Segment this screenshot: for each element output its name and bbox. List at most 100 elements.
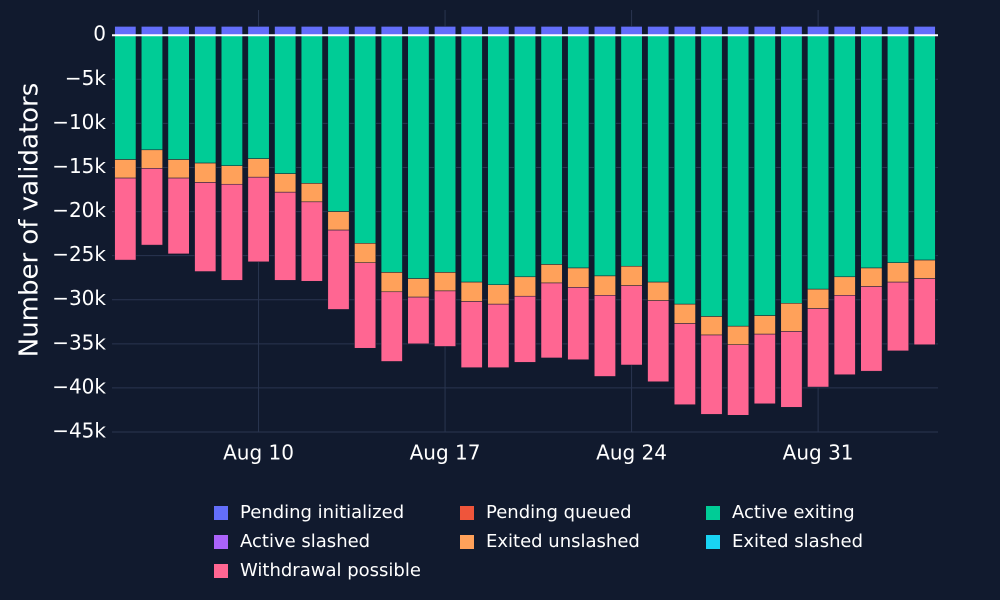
- bar-segment: [727, 34, 750, 327]
- y-tick-label: −40k: [52, 374, 106, 398]
- bar-segment: [594, 275, 616, 296]
- x-tick-label: Aug 17: [410, 441, 481, 465]
- bar-segment: [114, 26, 137, 36]
- y-tick-label: −45k: [52, 419, 106, 443]
- bar-segment: [807, 26, 830, 36]
- legend: Pending initialized Pending queued Active …: [214, 502, 863, 581]
- bar-segment: [620, 285, 643, 366]
- bar-segment: [300, 201, 323, 282]
- legend-item[interactable]: Withdrawal possible: [214, 560, 421, 581]
- bar-segment: [780, 34, 803, 304]
- bar-segment: [220, 34, 243, 166]
- bar-segment: [673, 323, 696, 405]
- bar-segment: [354, 262, 377, 349]
- y-tick-label: −30k: [52, 286, 106, 310]
- bar-segment: [247, 34, 270, 159]
- y-tick-label: −25k: [52, 242, 106, 266]
- bar-segment: [407, 296, 430, 345]
- legend-item[interactable]: Exited slashed: [706, 531, 863, 552]
- bar-segment: [487, 34, 510, 286]
- bar-segment: [300, 183, 323, 203]
- bar-segment: [274, 34, 297, 174]
- bar-segment: [460, 26, 483, 36]
- bar-segment: [860, 34, 883, 269]
- bar-segment: [407, 34, 430, 279]
- bar-segment: [807, 288, 830, 309]
- bar-segment: [887, 262, 909, 283]
- y-axis-title: Number of validators: [15, 83, 45, 358]
- legend-item[interactable]: Active exiting: [706, 502, 855, 523]
- bar-segment: [540, 26, 563, 36]
- legend-swatch: [214, 564, 228, 578]
- bar-segment: [141, 168, 163, 246]
- legend-item[interactable]: Pending initialized: [214, 502, 404, 523]
- bars: [114, 26, 936, 416]
- bar-segment: [514, 34, 536, 278]
- bar-segment: [620, 265, 643, 286]
- x-tick-label: Aug 24: [596, 441, 667, 465]
- bar-segment: [753, 315, 776, 335]
- bar-segment: [807, 308, 830, 388]
- legend-swatch: [214, 506, 228, 520]
- legend-item[interactable]: Active slashed: [214, 531, 370, 552]
- bar-segment: [753, 26, 776, 36]
- bar-segment: [514, 295, 536, 363]
- bar-segment: [860, 286, 883, 372]
- bar-segment: [647, 34, 670, 283]
- bar-segment: [700, 34, 723, 317]
- legend-swatch: [214, 535, 228, 549]
- bar-segment: [167, 177, 190, 255]
- legend-item[interactable]: Pending queued: [460, 502, 632, 523]
- y-tick-label: −35k: [52, 330, 106, 354]
- bar-segment: [833, 26, 856, 36]
- bar-segment: [114, 159, 137, 179]
- bar-segment: [887, 34, 909, 263]
- bar-segment: [114, 177, 137, 261]
- legend-label: Pending queued: [486, 502, 632, 523]
- bar-segment: [327, 229, 350, 310]
- x-tick-label: Aug 31: [783, 441, 854, 465]
- legend-item[interactable]: Exited unslashed: [460, 531, 640, 552]
- bar-segment: [833, 276, 856, 296]
- bar-segment: [380, 26, 403, 36]
- bar-segment: [807, 34, 830, 290]
- bar-segment: [700, 334, 723, 415]
- bar-segment: [247, 158, 270, 178]
- bar-segment: [380, 291, 403, 362]
- bar-segment: [647, 281, 670, 301]
- legend-label: Active exiting: [732, 502, 855, 523]
- bar-segment: [487, 303, 510, 368]
- bar-segment: [194, 162, 217, 183]
- x-tick-label: Aug 10: [223, 441, 294, 465]
- bar-segment: [434, 290, 456, 347]
- bar-segment: [300, 26, 323, 36]
- bar-segment: [354, 243, 377, 263]
- bar-segment: [460, 301, 483, 368]
- legend-swatch: [460, 506, 474, 520]
- bar-segment: [567, 34, 590, 269]
- bar-segment: [594, 26, 616, 36]
- bar-segment: [380, 272, 403, 293]
- bar-segment: [567, 267, 590, 288]
- bar-segment: [540, 34, 563, 265]
- bar-segment: [620, 26, 643, 36]
- bar-segment: [327, 26, 350, 36]
- y-tick-label: −5k: [65, 66, 106, 90]
- bar-segment: [300, 34, 323, 184]
- bar-segment: [833, 34, 856, 278]
- bar-segment: [327, 34, 350, 212]
- bar-segment: [434, 34, 456, 273]
- bar-segment: [274, 173, 297, 193]
- bar-segment: [620, 34, 643, 267]
- bar-segment: [327, 211, 350, 231]
- bar-segment: [220, 183, 243, 281]
- bar-segment: [380, 34, 403, 273]
- bar-segment: [514, 276, 536, 297]
- axes: 0 −5k −10k −15k −20k −25k −30k −35k −40k −45k Aug …: [52, 22, 938, 465]
- bar-segment: [247, 26, 270, 36]
- legend-swatch: [706, 506, 720, 520]
- bar-segment: [194, 26, 217, 36]
- bar-segment: [727, 325, 750, 345]
- bar-segment: [194, 34, 217, 164]
